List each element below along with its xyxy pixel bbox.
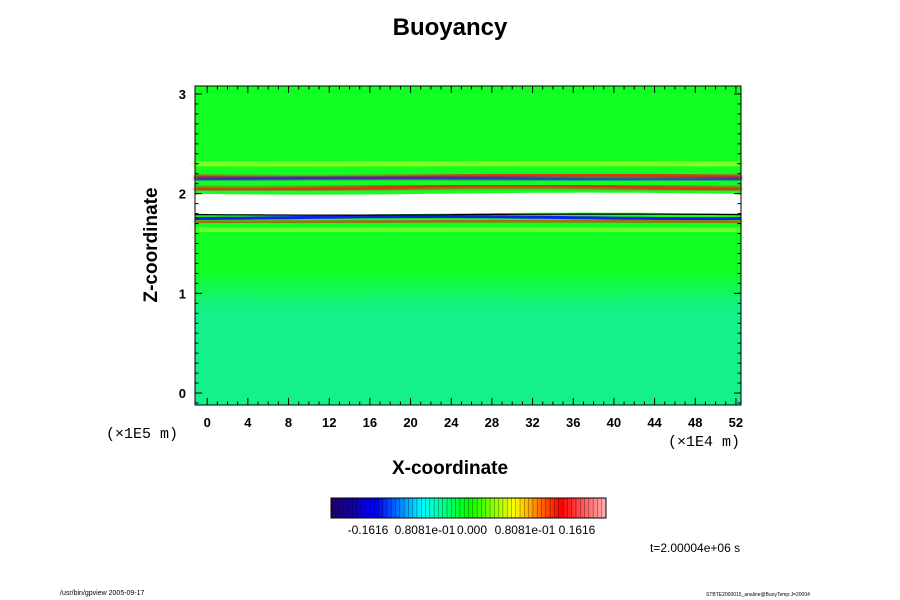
band-lower-blue <box>194 215 741 221</box>
chart-title: Buoyancy <box>392 14 508 41</box>
x-tick-label: 16 <box>363 415 377 430</box>
field-background <box>195 86 741 405</box>
x-tick-label: 52 <box>729 415 743 430</box>
x-tick-label: 28 <box>485 415 499 430</box>
y-axis-label: Z-coordinate <box>141 187 162 303</box>
x-tick-label: 12 <box>322 415 336 430</box>
x-tick-label: 48 <box>688 415 702 430</box>
contour-line <box>195 213 742 216</box>
x-tick-label: 8 <box>285 415 292 430</box>
x-tick-label: 32 <box>525 415 539 430</box>
band-lower-red <box>195 219 742 225</box>
x-tick-label: 24 <box>444 415 459 430</box>
time-stamp: t=2.00004e+06 s <box>650 541 741 555</box>
x-tick-label: 44 <box>647 415 662 430</box>
x-tick-label: 40 <box>607 415 621 430</box>
colorbar-tick-label: -0.1616 <box>348 523 389 537</box>
x-tick-label: 20 <box>403 415 417 430</box>
band-upper-blue <box>194 175 742 183</box>
band-yellow-glow <box>194 156 742 171</box>
y-tick-label: 3 <box>179 87 186 102</box>
y-tick-label: 1 <box>179 286 186 301</box>
colorbar-tick-label: 0.000 <box>457 523 487 537</box>
x-axis-unit: (×1E4 m) <box>668 434 741 451</box>
footer-program: /usr/bin/gpview 2005-09-17 <box>60 590 145 597</box>
y-tick-label: 2 <box>179 187 186 202</box>
band-upper-red-2 <box>194 183 742 193</box>
x-tick-label: 36 <box>566 415 580 430</box>
y-axis-unit: (×1E5 m) <box>106 426 179 443</box>
colorbar-tick-label: 0.1616 <box>559 523 596 537</box>
colorbar-tick-label: 0.8081e-01 <box>495 523 556 537</box>
footer-file: STBTE2000015_analine@BuoyTemp:J=20004 <box>706 592 810 598</box>
x-tick-label: 0 <box>204 415 211 430</box>
plot-frame <box>194 85 742 406</box>
x-axis-label: X-coordinate <box>391 458 509 479</box>
x-tick-label: 4 <box>244 415 252 430</box>
y-tick-label: 0 <box>179 386 186 401</box>
colorbar-tick-label: 0.8081e-01 <box>395 523 456 537</box>
band-white-core <box>194 192 742 215</box>
band-lower-glow <box>195 224 742 235</box>
